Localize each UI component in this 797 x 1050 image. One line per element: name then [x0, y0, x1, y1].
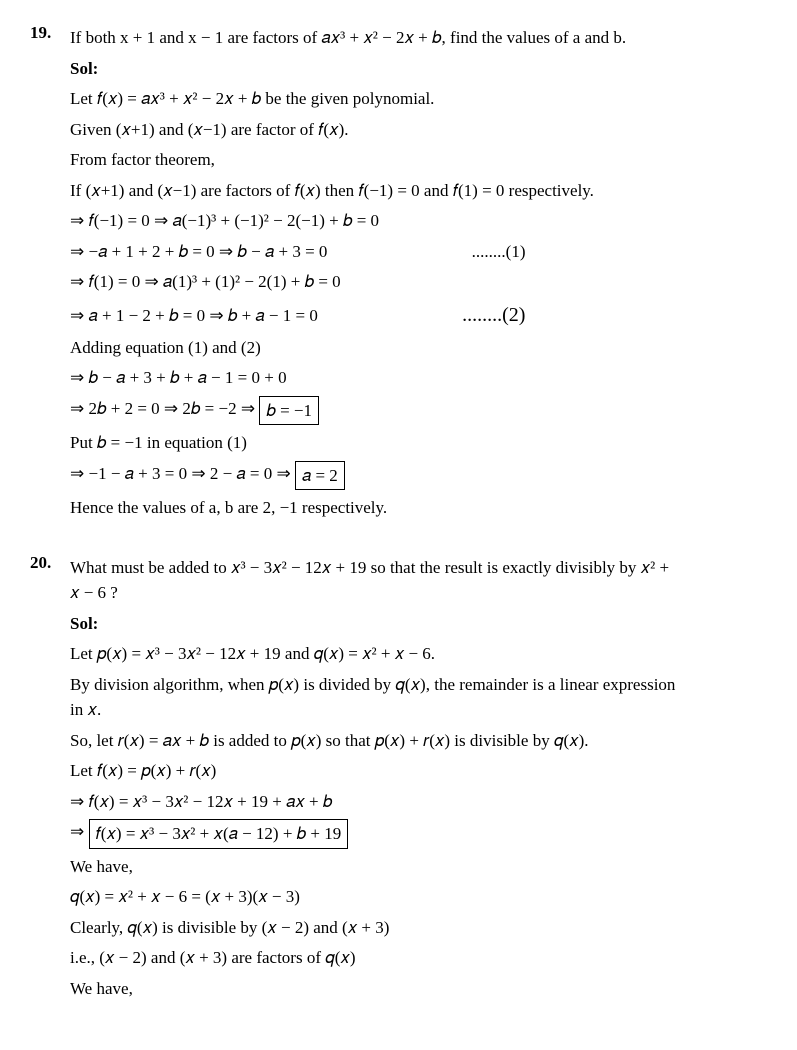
solution-line: ⇒ 𝑓(1) = 0 ⇒ 𝑎(1)³ + (1)² − 2(1) + 𝑏 = 0 [70, 269, 767, 295]
equation-number: ........(2) [462, 300, 525, 330]
solution-line: If (𝑥+1) and (𝑥−1) are factors of 𝑓(𝑥) t… [70, 178, 767, 204]
solution-line: ⇒ 2𝑏 + 2 = 0 ⇒ 2𝑏 = −2 ⇒ 𝑏 = −1 [70, 396, 767, 426]
solution-line: ⇒ 𝑏 − 𝑎 + 3 + 𝑏 + 𝑎 − 1 = 0 + 0 [70, 365, 767, 391]
solution-line: Put 𝑏 = −1 in equation (1) [70, 430, 767, 456]
problem-number: 19. [30, 20, 70, 526]
question-text: If both x + 1 and x − 1 are factors of 𝑎… [70, 25, 767, 51]
boxed-answer: 𝑓(𝑥) = 𝑥³ − 3𝑥² + 𝑥(𝑎 − 12) + 𝑏 + 19 [89, 819, 349, 849]
question-text: 𝑥 − 6 ? [70, 580, 767, 606]
solution-line: From factor theorem, [70, 147, 767, 173]
solution-line: ⇒ −1 − 𝑎 + 3 = 0 ⇒ 2 − 𝑎 = 0 ⇒ 𝑎 = 2 [70, 461, 767, 491]
solution-line: Given (𝑥+1) and (𝑥−1) are factor of 𝑓(𝑥)… [70, 117, 767, 143]
equation-text: ⇒ 2𝑏 + 2 = 0 ⇒ 2𝑏 = −2 ⇒ [70, 399, 255, 418]
solution-line: Let 𝑝(𝑥) = 𝑥³ − 3𝑥² − 12𝑥 + 19 and 𝑞(𝑥) … [70, 641, 767, 667]
solution-line: ⇒ 𝑓(𝑥) = 𝑥³ − 3𝑥² − 12𝑥 + 19 + 𝑎𝑥 + 𝑏 [70, 789, 767, 815]
solution-label: Sol: [70, 56, 767, 82]
solution-label: Sol: [70, 611, 767, 637]
solution-line: By division algorithm, when 𝑝(𝑥) is divi… [70, 672, 767, 698]
solution-line: We have, [70, 854, 767, 880]
equation-number: ........(1) [472, 239, 526, 265]
problem-20: 20. What must be added to 𝑥³ − 3𝑥² − 12𝑥… [30, 550, 767, 1007]
equation-text: ⇒ −𝑎 + 1 + 2 + 𝑏 = 0 ⇒ 𝑏 − 𝑎 + 3 = 0 [70, 242, 327, 261]
equation-text: ⇒ [70, 822, 84, 841]
solution-line: 𝑞(𝑥) = 𝑥² + 𝑥 − 6 = (𝑥 + 3)(𝑥 − 3) [70, 884, 767, 910]
solution-line: Let 𝑓(𝑥) = 𝑝(𝑥) + 𝑟(𝑥) [70, 758, 767, 784]
solution-line: i.e., (𝑥 − 2) and (𝑥 + 3) are factors of… [70, 945, 767, 971]
solution-line: So, let 𝑟(𝑥) = 𝑎𝑥 + 𝑏 is added to 𝑝(𝑥) s… [70, 728, 767, 754]
problem-content: What must be added to 𝑥³ − 3𝑥² − 12𝑥 + 1… [70, 550, 767, 1007]
solution-line: We have, [70, 976, 767, 1002]
solution-line: Clearly, 𝑞(𝑥) is divisible by (𝑥 − 2) an… [70, 915, 767, 941]
solution-line: in 𝑥. [70, 697, 767, 723]
problem-19: 19. If both x + 1 and x − 1 are factors … [30, 20, 767, 526]
solution-line: ⇒ 𝑎 + 1 − 2 + 𝑏 = 0 ⇒ 𝑏 + 𝑎 − 1 = 0 ....… [70, 300, 767, 330]
solution-line: ⇒ 𝑓(𝑥) = 𝑥³ − 3𝑥² + 𝑥(𝑎 − 12) + 𝑏 + 19 [70, 819, 767, 849]
equation-text: ⇒ 𝑎 + 1 − 2 + 𝑏 = 0 ⇒ 𝑏 + 𝑎 − 1 = 0 [70, 306, 318, 325]
problem-number: 20. [30, 550, 70, 1007]
solution-line: ⇒ −𝑎 + 1 + 2 + 𝑏 = 0 ⇒ 𝑏 − 𝑎 + 3 = 0 ...… [70, 239, 767, 265]
solution-line: Hence the values of a, b are 2, −1 respe… [70, 495, 767, 521]
problem-content: If both x + 1 and x − 1 are factors of 𝑎… [70, 20, 767, 526]
solution-line: Let 𝑓(𝑥) = 𝑎𝑥³ + 𝑥² − 2𝑥 + 𝑏 be the give… [70, 86, 767, 112]
equation-text: ⇒ −1 − 𝑎 + 3 = 0 ⇒ 2 − 𝑎 = 0 ⇒ [70, 464, 291, 483]
solution-line: ⇒ 𝑓(−1) = 0 ⇒ 𝑎(−1)³ + (−1)² − 2(−1) + 𝑏… [70, 208, 767, 234]
question-text: What must be added to 𝑥³ − 3𝑥² − 12𝑥 + 1… [70, 555, 767, 581]
solution-line: Adding equation (1) and (2) [70, 335, 767, 361]
boxed-answer: 𝑎 = 2 [295, 461, 345, 491]
boxed-answer: 𝑏 = −1 [259, 396, 319, 426]
